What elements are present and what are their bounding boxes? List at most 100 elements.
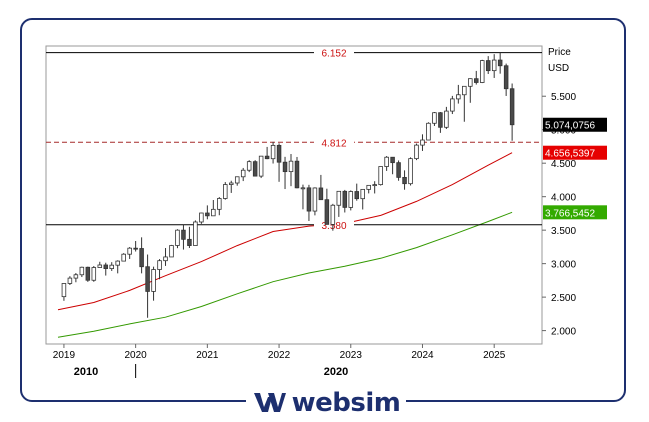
candle-2023-11 <box>408 157 413 186</box>
candle-2021-09 <box>252 160 258 177</box>
candle-body <box>318 187 324 201</box>
candle-2021-11 <box>264 146 270 160</box>
candle-2019-08 <box>103 262 109 276</box>
candle-2022-12 <box>342 189 348 213</box>
candle-2020-07 <box>169 244 174 258</box>
y-axis-title: Price <box>548 47 571 58</box>
candle-body <box>91 267 97 281</box>
reference-line-label-2: 4.812 <box>321 138 346 149</box>
candle-2023-09 <box>396 160 401 181</box>
candle-2021-10 <box>258 155 264 179</box>
candle-2023-05 <box>372 181 377 194</box>
candle-body <box>438 112 443 128</box>
candle-2022-06 <box>306 184 312 221</box>
candle-body <box>211 208 216 217</box>
candle-2022-02 <box>282 156 288 190</box>
candle-body <box>294 160 300 189</box>
candle-body <box>229 182 234 185</box>
candle-2019-06 <box>91 265 97 282</box>
candle-2021-07 <box>240 167 246 182</box>
candle-2020-04 <box>151 266 156 301</box>
candle-body <box>181 229 186 240</box>
candle-body <box>223 184 228 199</box>
candle-2022-09 <box>324 188 330 225</box>
reference-line-label-3: 3.580 <box>321 221 346 232</box>
candle-body <box>240 169 246 178</box>
candle-body <box>312 187 318 212</box>
candle-body <box>139 248 144 268</box>
candle-body <box>408 158 413 185</box>
candle-2020-12 <box>199 212 204 224</box>
candle-body <box>366 184 371 190</box>
candle-2022-07 <box>312 187 318 216</box>
candle-body <box>372 184 377 187</box>
candle-2024-06 <box>450 95 455 115</box>
candle-2020-08 <box>175 229 180 249</box>
candle-2020-06 <box>163 248 168 266</box>
candle-2019-01 <box>61 283 67 301</box>
websim-logo: websim <box>246 386 406 420</box>
candle-body <box>468 78 473 87</box>
y-axis-unit: USD <box>548 63 569 74</box>
plot-area <box>45 45 543 345</box>
candle-2022-04 <box>294 156 300 189</box>
brand-name: websim <box>291 388 401 418</box>
y-tick-label: 2.500 <box>551 293 576 304</box>
candle-2024-05 <box>444 106 449 129</box>
candle-body <box>61 283 67 298</box>
candles <box>61 52 515 318</box>
value-tag-bg-2 <box>543 145 607 160</box>
candle-body <box>264 155 270 160</box>
candle-body <box>444 110 449 128</box>
candle-2019-03 <box>73 273 79 283</box>
y-tick-label: 3.500 <box>551 226 576 237</box>
candle-body <box>145 266 150 292</box>
candle-body <box>462 85 467 96</box>
candle-2021-01 <box>205 205 210 220</box>
x-tick-label: 2025 <box>483 350 506 361</box>
candle-body <box>509 88 515 126</box>
candle-2021-05 <box>229 180 234 193</box>
candle-2024-11 <box>479 59 485 84</box>
candle-body <box>396 162 401 178</box>
candle-body <box>79 266 85 276</box>
candle-2024-10 <box>474 70 479 85</box>
candle-2023-08 <box>390 156 395 175</box>
moving-average-line-2 <box>57 211 513 338</box>
x-tick-label: 2019 <box>53 350 76 361</box>
candle-body <box>234 176 240 184</box>
candle-2023-12 <box>414 143 419 161</box>
candle-2019-02 <box>67 276 73 286</box>
candle-2019-05 <box>85 266 91 282</box>
candle-2023-04 <box>366 184 371 194</box>
candle-body <box>246 161 252 171</box>
candle-2022-11 <box>336 190 342 217</box>
value-tag-bg-3 <box>543 205 607 220</box>
candle-2020-09 <box>181 224 186 250</box>
candle-2024-03 <box>432 112 437 126</box>
candle-2019-07 <box>97 261 103 268</box>
candle-2019-09 <box>109 262 114 271</box>
value-tags: 5.074,0756 4.656,5397 3.766,5452 <box>543 117 607 220</box>
candle-body <box>115 260 120 266</box>
candle-2020-01 <box>133 241 138 252</box>
y-tick-label: 4.500 <box>551 159 576 170</box>
candle-2021-02 <box>211 200 216 217</box>
candle-body <box>426 122 431 141</box>
candle-body <box>199 212 204 223</box>
candle-2021-04 <box>223 182 228 200</box>
candle-2024-07 <box>456 84 461 104</box>
candle-2023-03 <box>360 188 365 210</box>
candle-body <box>109 264 114 269</box>
candle-body <box>402 176 407 185</box>
candle-body <box>432 112 437 124</box>
x-axis: 2019 2020 2021 2022 2023 2024 2025 2010 2020 <box>53 344 506 378</box>
candle-body <box>414 144 419 160</box>
candle-body <box>193 221 198 246</box>
candle-body <box>133 247 138 250</box>
x-tick-label: 2022 <box>268 350 291 361</box>
candle-body <box>67 277 73 284</box>
candle-body <box>306 187 312 212</box>
reference-lines: 6.152 4.812 3.580 <box>46 46 542 232</box>
